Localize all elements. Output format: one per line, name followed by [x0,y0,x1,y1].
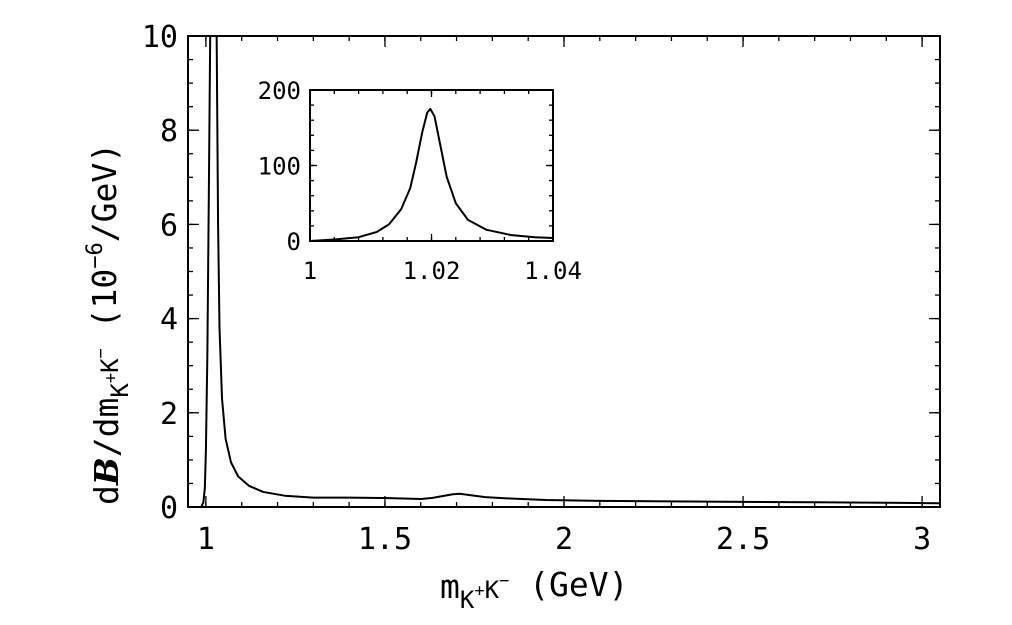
y-tick-label: 2 [160,397,178,432]
y-tick-label: 8 [160,114,178,149]
x-tick-label: 1.04 [524,257,582,285]
y-tick-label: 200 [258,77,301,105]
inset-background [310,90,553,241]
y-tick-label: 0 [287,228,301,256]
y-tick-label: 10 [142,20,178,55]
x-axis-title: mK+K− (GeV) [440,565,629,614]
y-tick-label: 6 [160,208,178,243]
main-plot-frame [187,35,941,508]
inset-plot: 1 1.02 1.04 0 100 200 [258,77,582,285]
y-tick-label: 100 [258,153,301,181]
x-tick-label: 2 [555,522,573,557]
inset-plot-frame [309,89,554,242]
inset-tick-labels: 1 1.02 1.04 0 100 200 [258,77,582,285]
inset-series-line [309,107,554,242]
x-tick-label: 1.5 [358,522,412,557]
x-tick-label: 1.02 [403,257,461,285]
x-tick-label: 1 [303,257,317,285]
y-tick-label: 0 [160,491,178,526]
main-series-line [200,35,941,508]
y-axis-title: dB/dmK+K− (10−6/GeV) [83,143,134,505]
x-tick-label: 1 [197,522,215,557]
y-tick-label: 4 [160,303,178,338]
x-tick-label: 2.5 [716,522,770,557]
svg-text:dB/dmK+K− (10−6/GeV): dB/dmK+K− (10−6/GeV) [83,143,134,505]
x-tick-label: 3 [913,522,931,557]
